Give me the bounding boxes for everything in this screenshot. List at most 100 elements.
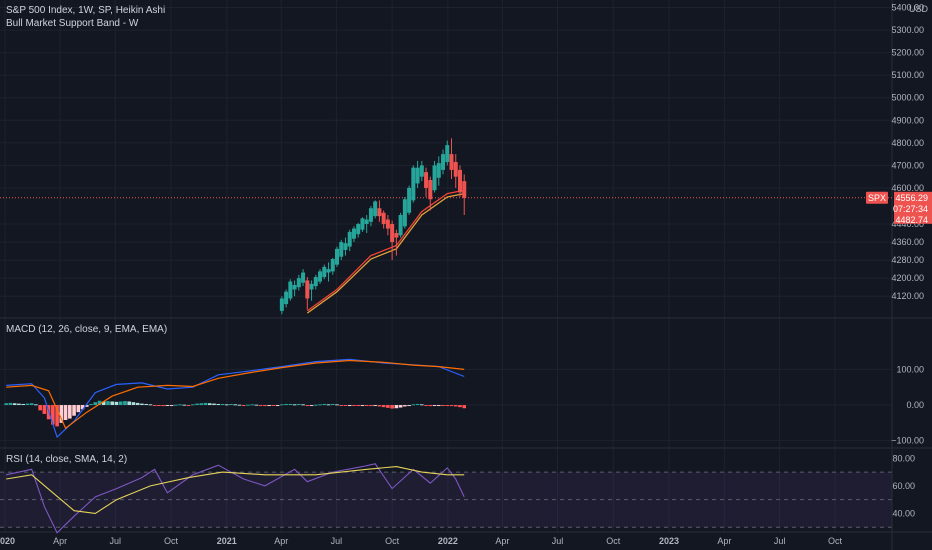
macd-histogram-bar <box>25 403 30 406</box>
macd-histogram-bar <box>123 401 127 406</box>
macd-histogram-bar <box>330 403 335 406</box>
candle-body <box>301 272 306 283</box>
macd-tick-label: −100.00 <box>891 436 924 446</box>
macd-histogram-bar <box>301 404 305 406</box>
signal-line <box>6 359 465 430</box>
indicator-label[interactable]: Bull Market Support Band - W <box>6 18 139 29</box>
macd-histogram-bar <box>390 405 394 409</box>
time-tick-label: Apr <box>495 536 509 546</box>
macd-histogram-bar <box>436 405 441 407</box>
macd-histogram-bar <box>352 405 356 407</box>
candle-body <box>326 269 331 273</box>
macd-histogram-bar <box>360 405 365 407</box>
macd-histogram-bar <box>267 405 271 407</box>
candle-body <box>335 248 339 265</box>
macd-histogram-bar <box>263 405 267 407</box>
macd-histogram-bar <box>178 404 182 406</box>
candle-body <box>288 281 293 299</box>
macd-histogram-bar <box>424 405 428 407</box>
candle-body <box>441 154 446 170</box>
macd-histogram-bar <box>186 405 191 407</box>
macd-histogram-bar <box>241 405 246 407</box>
macd-histogram-bar <box>157 405 161 407</box>
macd-histogram-bar <box>398 405 403 408</box>
macd-histogram-bar <box>322 403 327 406</box>
macd-histogram-bar <box>297 403 301 406</box>
macd-histogram-bar <box>449 405 454 407</box>
time-tick-label: 2022 <box>438 536 458 546</box>
candle-body <box>318 271 323 282</box>
candle-body <box>462 181 467 198</box>
price-tick-label: 5100.00 <box>891 70 924 80</box>
macd-histogram-bar <box>258 405 263 407</box>
macd-histogram-bar <box>335 404 339 406</box>
candle-body <box>373 201 378 217</box>
macd-histogram-bar <box>93 402 98 406</box>
macd-histogram-bar <box>356 405 361 407</box>
rsi-tick-label: 60.00 <box>892 481 915 491</box>
macd-histogram-bar <box>68 405 72 419</box>
macd-histogram-bar <box>140 403 144 406</box>
candle-body <box>424 172 429 188</box>
time-tick-label: 2023 <box>659 536 679 546</box>
time-tick-label: Jul <box>552 536 564 546</box>
macd-histogram-bar <box>220 403 225 406</box>
macd-histogram-bar <box>458 405 462 408</box>
price-tick-label: 4120.00 <box>891 291 924 301</box>
macd-histogram-bar <box>407 405 411 407</box>
candle-body <box>411 167 416 201</box>
time-tick-label: Oct <box>606 536 621 546</box>
macd-histogram-bar <box>63 405 68 420</box>
rsi-axis[interactable]: 80.00 60.00 40.00 <box>892 453 915 518</box>
candle-body <box>415 167 420 184</box>
macd-histogram-bar <box>55 405 59 427</box>
macd-tick-label: 100.00 <box>896 364 924 374</box>
macd-histogram-bar <box>224 404 229 406</box>
macd-histogram-bar <box>292 404 297 406</box>
macd-histogram-bar <box>377 405 382 407</box>
macd-histogram-bar <box>237 404 242 406</box>
macd-histogram <box>4 400 467 427</box>
rsi-label[interactable]: RSI (14, close, SMA, 14, 2) <box>6 454 128 465</box>
macd-histogram-bar <box>148 404 153 406</box>
rsi-band <box>0 472 892 528</box>
macd-histogram-bar <box>12 403 17 406</box>
macd-axis[interactable]: 100.00 0.00 −100.00 <box>891 364 924 445</box>
price-tick-label: 5000.00 <box>891 93 924 103</box>
time-tick-label: Oct <box>385 536 400 546</box>
candle-body <box>385 219 390 229</box>
price-tick-label: 4600.00 <box>891 183 924 193</box>
last-price-box <box>894 191 932 224</box>
low-price-text: 4482.74 <box>895 215 928 225</box>
rsi-tick-label: 80.00 <box>892 453 915 463</box>
macd-tick-label: 0.00 <box>906 400 924 410</box>
time-tick-label: Jul <box>331 536 343 546</box>
macd-label[interactable]: MACD (12, 26, close, 9, EMA, EMA) <box>6 324 168 335</box>
macd-histogram-bar <box>343 405 348 407</box>
rsi-ma-line <box>6 466 465 514</box>
price-tick-label: 4800.00 <box>891 138 924 148</box>
macd-histogram-bar <box>203 402 208 406</box>
macd-histogram-bar <box>428 405 433 407</box>
macd-histogram-bar <box>280 404 284 406</box>
macd-histogram-bar <box>72 405 76 416</box>
macd-histogram-bar <box>369 405 373 407</box>
candles <box>279 138 467 315</box>
price-tick-label: 4360.00 <box>891 237 924 247</box>
macd-histogram-bar <box>4 403 9 406</box>
macd-histogram-bar <box>373 405 377 407</box>
macd-histogram-bar <box>250 404 254 406</box>
candle-body <box>449 154 454 170</box>
macd-histogram-bar <box>445 405 450 407</box>
time-axis[interactable]: 2020 Apr Jul Oct 2021 Apr Jul Oct 2022 Apr Jul Oct 2… <box>0 536 842 546</box>
candle-body <box>364 219 369 225</box>
price-tick-label: 4900.00 <box>891 115 924 125</box>
candle-body <box>457 169 462 193</box>
candle-body <box>381 212 386 225</box>
macd-histogram-bar <box>309 405 314 407</box>
macd-histogram-bar <box>76 405 81 413</box>
chart-title[interactable]: S&P 500 Index, 1W, SP, Heikin Ashi <box>6 5 166 16</box>
candle-body <box>330 258 335 272</box>
